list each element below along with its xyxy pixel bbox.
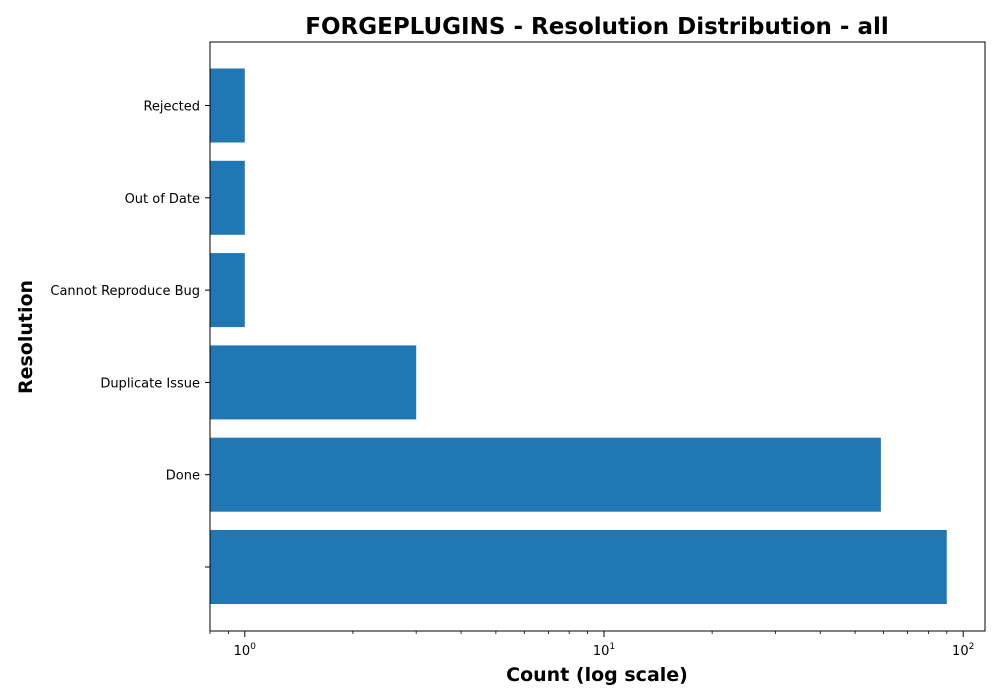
- bar: [210, 530, 947, 604]
- bar: [210, 253, 245, 328]
- y-tick-label: Done: [166, 469, 200, 484]
- bar: [210, 68, 245, 143]
- chart-title: FORGEPLUGINS - Resolution Distribution -…: [305, 14, 889, 40]
- x-axis-label: Count (log scale): [506, 664, 688, 686]
- bar: [210, 160, 245, 235]
- bar: [210, 345, 417, 420]
- y-tick-label: Duplicate Issue: [100, 376, 200, 391]
- plot-frame: [209, 41, 986, 632]
- y-tick-label: Cannot Reproduce Bug: [50, 284, 200, 299]
- x-tick-label: 102: [952, 642, 974, 659]
- x-axis-ticks: 100 101 102: [209, 631, 974, 659]
- x-tick-label: 101: [593, 642, 615, 659]
- x-tick-label: 100: [234, 642, 257, 659]
- bar: [210, 437, 881, 512]
- y-tick-label: Out of Date: [125, 192, 200, 207]
- y-tick-label: Rejected: [143, 100, 200, 115]
- bars-group: [210, 68, 947, 604]
- y-axis-ticks: Done Duplicate Issue Cannot Reproduce Bug O…: [50, 100, 210, 568]
- y-axis-label: Resolution: [15, 280, 37, 394]
